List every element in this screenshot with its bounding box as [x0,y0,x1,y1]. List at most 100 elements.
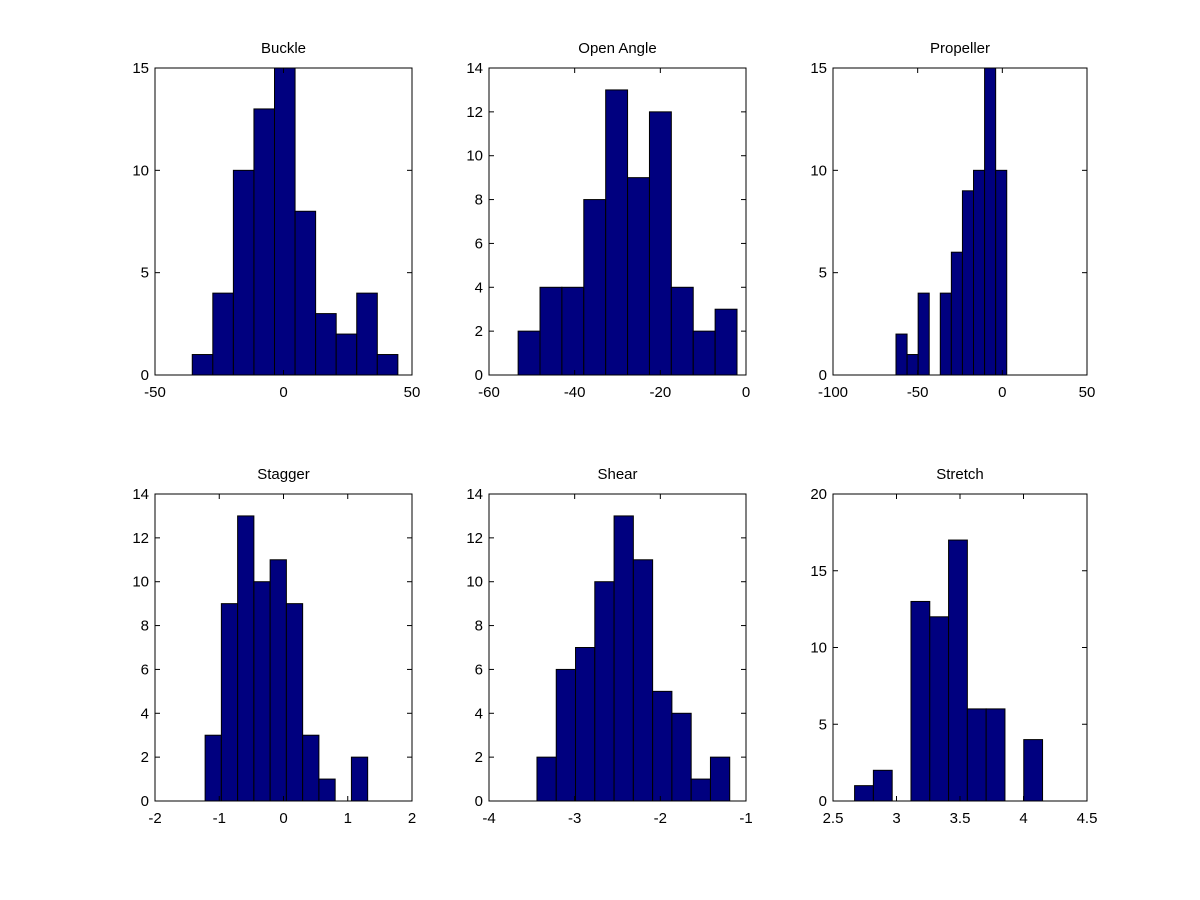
x-tick-label: -50 [144,384,166,401]
y-tick-label: 4 [141,705,149,722]
axes-box [832,67,1088,376]
y-tick-label: 5 [141,265,149,282]
subplot-title: Propeller [930,40,990,57]
histogram-bar [232,169,255,376]
x-tick-label: 4.5 [1077,810,1098,827]
x-tick-label: 50 [404,384,421,401]
y-tick-label: 0 [141,793,149,810]
subplot-title: Shear [597,466,637,483]
histogram-bar [966,708,987,802]
histogram-bar [605,89,629,376]
histogram-bar [555,668,577,802]
histogram-bar [315,313,337,376]
histogram-bar [294,210,317,376]
y-tick-label: 14 [466,486,483,503]
x-tick-label: 0 [998,384,1006,401]
y-tick-label: 8 [141,618,149,635]
histogram-bar [973,169,986,376]
histogram-bar [376,354,399,376]
y-tick-label: 20 [810,486,827,503]
histogram-bar [302,734,320,802]
subplot-propeller: -100 -50 0 50 0 5 10 15 Propeller [810,40,1095,401]
x-tick-label: 1 [344,810,352,827]
histogram-bar [961,190,975,376]
histogram-bar [1023,739,1044,802]
y-tick-label: 15 [132,60,149,77]
histogram-bar [929,616,950,802]
y-tick-label: 0 [819,367,827,384]
x-tick-label: 3.5 [950,810,971,827]
y-tick-label: 8 [475,192,483,209]
subplot-title: Buckle [261,40,306,57]
histogram-bar [917,292,930,376]
histogram-bar [269,559,287,802]
y-tick-label: 10 [466,148,483,165]
histogram-bar [709,756,731,802]
y-tick-label: 6 [475,235,483,252]
histogram-bar [237,515,255,802]
subplot-open-angle: -60 -40 -20 0 0 2 4 6 8 10 12 14 Open Angle [466,40,750,401]
histogram-bar [984,67,997,376]
histogram-bar [690,778,711,802]
histogram-bar [950,251,963,376]
axes-box [488,493,747,802]
x-tick-label: -50 [907,384,929,401]
x-tick-label: -1 [213,810,226,827]
histogram-bar [350,756,369,802]
axes-box [488,67,747,376]
histogram-bar [253,581,271,802]
subplot-shear: -4 -3 -2 -1 0 2 4 6 8 10 12 14 Shear [466,466,752,827]
histogram-bar [854,785,874,802]
y-tick-label: 4 [475,705,483,722]
histogram-bar [714,308,738,376]
histogram-bar [335,333,358,376]
subplot-stretch: 2.5 3 3.5 4 4.5 0 5 10 15 20 Stretch [810,466,1097,827]
y-tick-label: 0 [819,793,827,810]
x-tick-label: -40 [564,384,586,401]
histogram-bar [285,603,304,802]
histogram-bar [910,600,931,802]
y-tick-label: 6 [141,661,149,678]
histogram-bar [692,330,716,376]
x-tick-label: -2 [148,810,161,827]
histogram-bar [575,647,596,802]
histogram-bar [671,712,692,802]
histogram-bar [872,769,893,802]
histogram-bar [632,559,654,802]
histogram-bar [356,292,378,376]
y-tick-label: 2 [475,323,483,340]
histogram-bar [613,515,634,802]
x-tick-label: -60 [478,384,500,401]
y-tick-label: 10 [466,574,483,591]
y-tick-label: 2 [475,749,483,766]
y-tick-label: 5 [819,265,827,282]
histogram-bar [191,354,214,376]
x-tick-label: 50 [1079,384,1096,401]
histogram-bar [583,199,607,376]
histogram-bar [561,286,585,376]
y-tick-label: 0 [141,367,149,384]
y-tick-label: 10 [132,574,149,591]
y-tick-label: 10 [810,162,827,179]
histogram-bar [627,177,650,376]
histogram-bar [536,756,557,802]
y-tick-label: 14 [466,60,483,77]
y-tick-label: 14 [132,486,149,503]
y-tick-label: 12 [466,530,483,547]
subplot-title: Stagger [257,466,310,483]
y-tick-label: 12 [466,104,483,121]
y-tick-label: 2 [141,749,149,766]
x-tick-label: -20 [649,384,671,401]
histogram-bar [594,581,615,802]
y-tick-label: 4 [475,279,483,296]
y-tick-label: 15 [810,563,827,580]
x-tick-label: 2.5 [823,810,844,827]
y-tick-label: 6 [475,661,483,678]
histogram-bar [895,333,908,376]
histogram-bar [985,708,1006,802]
y-tick-label: 15 [810,60,827,77]
x-tick-label: -1 [739,810,752,827]
histogram-bar [670,286,694,376]
